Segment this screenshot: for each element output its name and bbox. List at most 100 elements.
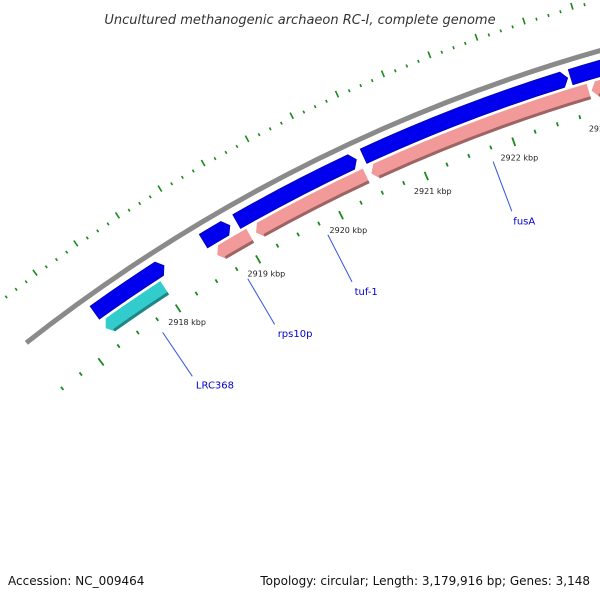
outer-tick <box>405 64 409 68</box>
gene-labels: LRC368rps10ptuf-1fusArps7prps12PnusArpl3… <box>162 161 535 392</box>
gene-leader-line <box>247 278 276 325</box>
scale-tick-label: 2920 kbp <box>330 226 368 235</box>
outer-tick <box>24 280 28 284</box>
genome-backbone <box>24 48 600 345</box>
outer-tick <box>180 175 184 180</box>
outer-tick <box>570 2 574 10</box>
outer-tick <box>65 250 69 254</box>
reverse-gene-edge <box>224 240 255 259</box>
outer-tick <box>73 240 79 247</box>
outer-tick <box>440 50 444 54</box>
outer-tick <box>200 159 206 167</box>
outer-tick <box>347 89 351 93</box>
accession-label: Accession: NC_009464 <box>8 574 144 588</box>
scale-tick <box>234 266 239 272</box>
forward-gene-block <box>89 261 165 320</box>
scale-tick <box>423 171 429 181</box>
outer-tick <box>4 295 8 299</box>
outer-tick <box>106 222 110 226</box>
outer-tick <box>325 99 328 103</box>
scale-tick <box>97 357 105 367</box>
outer-tick <box>170 182 174 186</box>
scale-tick <box>317 221 321 226</box>
outer-tick <box>393 69 397 73</box>
reverse-gene-block <box>217 228 255 259</box>
scale-tick <box>194 291 199 296</box>
scale-tick <box>489 145 493 150</box>
scale-tick <box>445 162 449 167</box>
scale-tick-label: 2919 kbp <box>248 270 286 279</box>
reverse-gene-block <box>371 83 592 179</box>
scale-tick <box>533 129 537 134</box>
gene-label[interactable]: rps10p <box>278 329 313 340</box>
gene-label[interactable]: fusA <box>513 217 535 228</box>
outer-tick <box>535 17 538 21</box>
outer-tick <box>427 51 432 59</box>
outer-tick <box>359 83 363 88</box>
outer-tick <box>127 208 131 212</box>
scale-tick <box>338 210 344 220</box>
outer-tick <box>96 229 100 233</box>
outer-tick <box>244 135 250 143</box>
gene-label[interactable]: LRC368 <box>196 381 234 392</box>
scale-tick <box>174 304 182 313</box>
forward-gene-block <box>198 221 231 249</box>
outer-tick <box>452 46 455 50</box>
reverse-strand-track <box>105 79 600 332</box>
outer-tick <box>583 3 586 7</box>
scale-tick <box>402 180 406 186</box>
scale-tick <box>78 371 83 377</box>
outer-tick <box>257 132 261 137</box>
outer-tick <box>499 29 502 33</box>
forward-gene-block <box>232 154 357 229</box>
gene-leader-line <box>492 161 513 212</box>
reverse-gene-edge <box>598 93 600 97</box>
outer-tick <box>54 257 59 262</box>
scale-tick <box>116 343 121 349</box>
scale-tick-label: 2923 kbp <box>589 125 600 134</box>
scale-tick <box>578 114 582 120</box>
outer-tick <box>268 127 272 131</box>
outer-tick <box>138 201 142 206</box>
scale-tick <box>296 232 300 237</box>
outer-tick <box>85 236 89 240</box>
scale-tick <box>60 386 65 391</box>
forward-gene-block <box>359 71 569 164</box>
reverse-gene-block <box>256 168 370 237</box>
map-title: Uncultured methanogenic archaeon RC-I, c… <box>104 13 495 28</box>
scale-tick <box>467 153 471 159</box>
outer-tick <box>313 104 317 109</box>
outer-tick <box>14 287 18 291</box>
gene-leader-line <box>162 332 193 377</box>
forward-gene-block <box>567 59 600 86</box>
outer-tick <box>547 13 550 18</box>
reverse-gene-edge <box>113 291 170 332</box>
outer-tick <box>213 156 217 161</box>
scale-tick-label: 2921 kbp <box>414 187 452 196</box>
outer-tick <box>511 25 514 29</box>
outer-tick <box>289 112 294 120</box>
gene-label[interactable]: tuf-1 <box>355 287 378 298</box>
scale-tick <box>135 330 140 335</box>
outer-tick <box>559 10 562 14</box>
scale-tick-label: 2922 kbp <box>500 153 538 162</box>
outer-tick <box>157 185 163 192</box>
gene-leader-line <box>327 234 353 283</box>
outer-tick <box>114 211 121 219</box>
outer-tick <box>522 17 526 25</box>
outer-tick <box>148 195 152 199</box>
outer-tick-ring <box>4 2 586 299</box>
outer-tick <box>487 33 491 37</box>
outer-tick <box>32 269 38 276</box>
reverse-gene-block <box>591 79 600 97</box>
outer-tick <box>334 90 340 98</box>
outer-tick <box>224 150 228 155</box>
outer-tick <box>235 144 239 149</box>
reverse-gene-edge <box>378 96 592 179</box>
scale-tick <box>275 243 280 248</box>
outer-tick <box>417 59 420 63</box>
outer-tick <box>370 78 374 83</box>
scale-tick <box>380 190 384 195</box>
outer-tick <box>380 70 386 78</box>
